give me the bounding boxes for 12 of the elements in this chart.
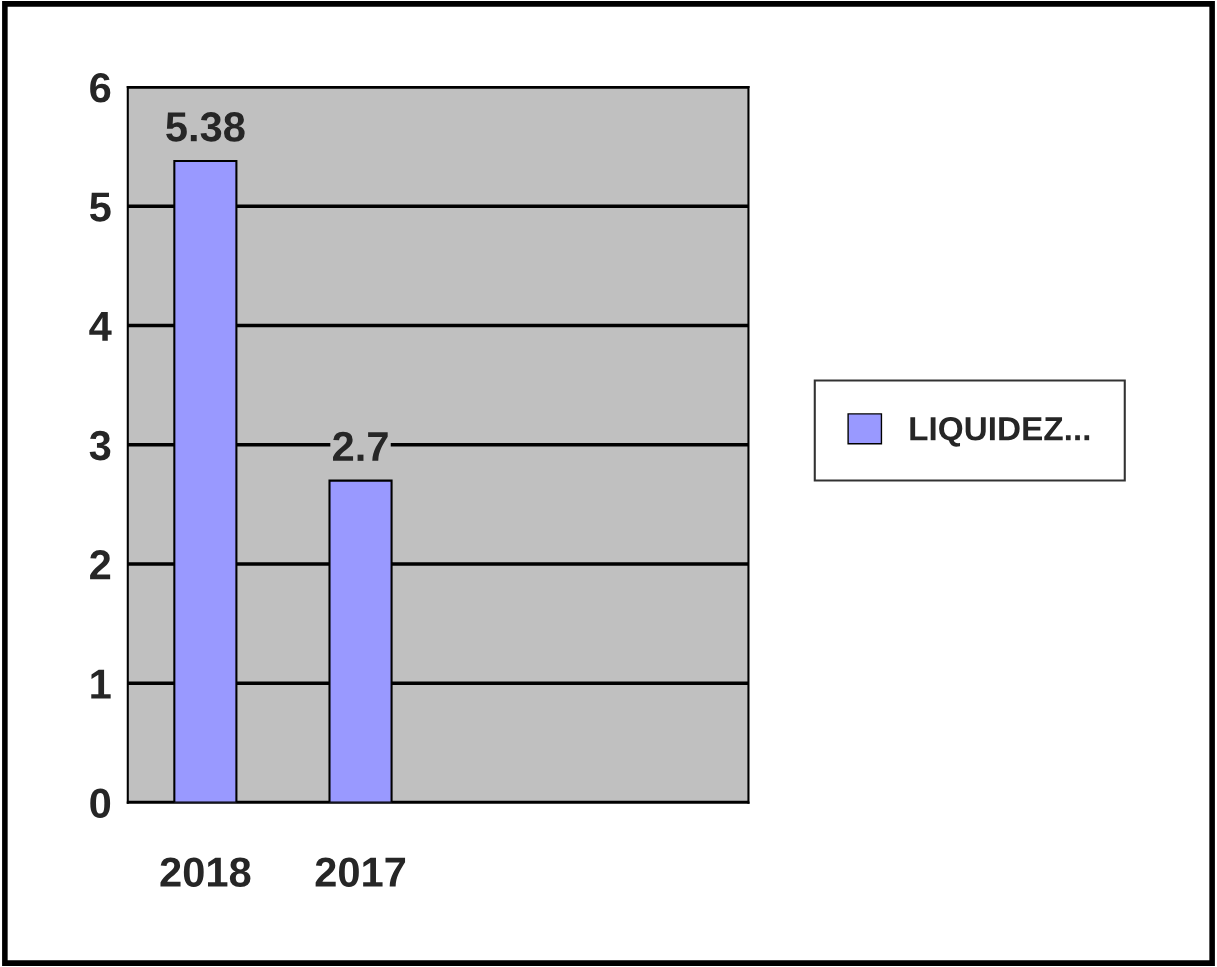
legend-label: LIQUIDEZ... — [910, 416, 1090, 447]
x-tick-label: 2018 — [160, 857, 251, 887]
x-tick-label: 2017 — [315, 857, 406, 887]
y-tick-label: 5 — [89, 192, 111, 222]
data-label: 5.38 — [166, 112, 245, 142]
y-tick-label: 2 — [90, 550, 111, 580]
y-tick-label: 3 — [89, 430, 111, 461]
y-tick-label: 4 — [89, 311, 112, 341]
y-tick-label: 6 — [90, 73, 111, 103]
data-label: 2.7 — [333, 431, 388, 461]
y-tick-label: 0 — [90, 788, 111, 819]
y-tick-label: 1 — [91, 669, 111, 699]
